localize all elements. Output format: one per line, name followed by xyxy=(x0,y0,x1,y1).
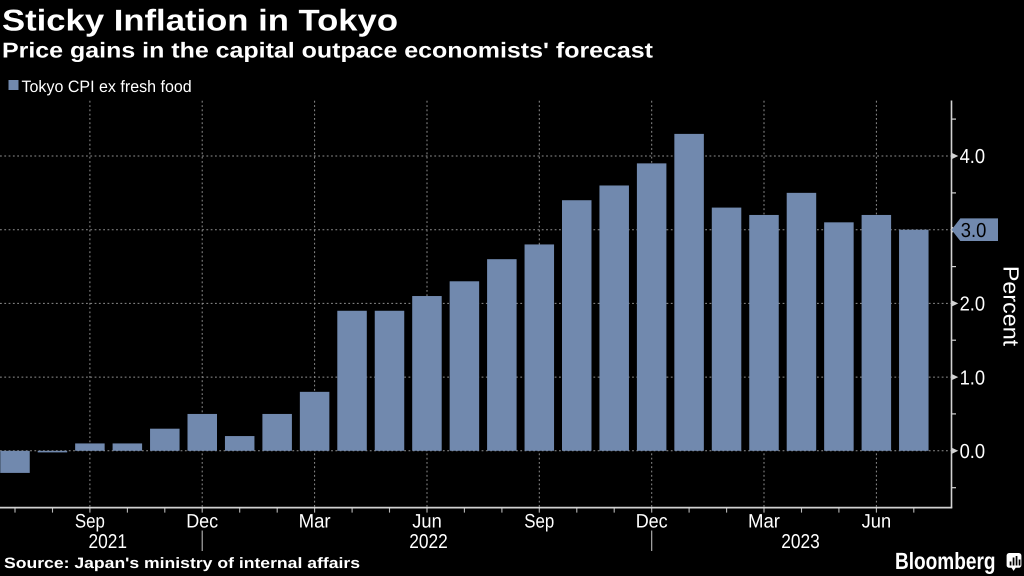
svg-text:Mar: Mar xyxy=(299,510,331,532)
svg-text:2022: 2022 xyxy=(409,531,448,553)
svg-text:Sticky Inflation in Tokyo: Sticky Inflation in Tokyo xyxy=(2,5,398,38)
svg-text:2021: 2021 xyxy=(89,531,128,553)
svg-text:Sep: Sep xyxy=(75,510,105,532)
svg-text:Price gains in the capital out: Price gains in the capital outpace econo… xyxy=(2,39,653,63)
svg-text:1.0: 1.0 xyxy=(960,367,986,389)
svg-text:Sep: Sep xyxy=(524,510,554,532)
svg-text:Percent: Percent xyxy=(999,266,1024,346)
svg-text:3.0: 3.0 xyxy=(961,220,987,242)
svg-text:Dec: Dec xyxy=(186,510,218,532)
svg-text:2023: 2023 xyxy=(781,531,820,553)
svg-text:0.0: 0.0 xyxy=(960,441,986,463)
svg-text:Jun: Jun xyxy=(412,510,442,532)
svg-text:Bloomberg: Bloomberg xyxy=(895,548,996,574)
svg-text:Jun: Jun xyxy=(862,510,892,532)
svg-text:Source: Japan's ministry of in: Source: Japan's ministry of internal aff… xyxy=(4,555,360,572)
svg-text:2.0: 2.0 xyxy=(960,294,986,316)
svg-text:Mar: Mar xyxy=(748,510,780,532)
svg-text:Tokyo CPI ex fresh food: Tokyo CPI ex fresh food xyxy=(22,78,192,96)
svg-text:4.0: 4.0 xyxy=(960,146,986,168)
svg-text:Dec: Dec xyxy=(636,510,668,532)
